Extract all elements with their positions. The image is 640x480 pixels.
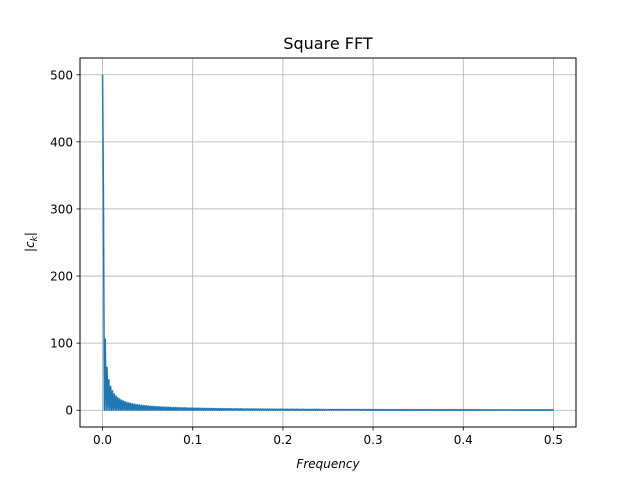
y-tick-label: 400: [50, 135, 73, 149]
series-layer: [101, 74, 554, 411]
y-tick-label: 100: [50, 337, 73, 351]
x-tick-label: 0.4: [454, 433, 473, 447]
y-axis-label-prefix: |: [23, 248, 37, 252]
x-tick-label: 0.0: [93, 433, 112, 447]
x-tick-label: 0.3: [364, 433, 383, 447]
series-line: [101, 74, 554, 411]
x-tick-label: 0.1: [183, 433, 202, 447]
x-tick-label: 0.2: [273, 433, 292, 447]
x-axis-ticks: 0.0 0.1 0.2 0.3 0.4 0.5: [93, 427, 563, 447]
y-tick-label: 0: [65, 404, 73, 418]
x-axis-label: Frequency: [296, 457, 360, 471]
y-tick-label: 200: [50, 270, 73, 284]
plot-area-background: [80, 58, 576, 427]
y-axis-label-sub: k: [30, 235, 40, 241]
plot-frame: [79, 57, 577, 428]
y-tick-label: 300: [50, 202, 73, 216]
x-tick-label: 0.5: [544, 433, 563, 447]
y-axis-label: |ck|: [23, 232, 40, 252]
chart-title: Square FFT: [283, 34, 373, 53]
y-axis-label-var: c: [23, 241, 37, 248]
y-axis-label-suffix: |: [23, 232, 37, 236]
y-axis-ticks: 0 100 200 300 400 500: [50, 68, 80, 418]
grid-lines: [80, 58, 576, 427]
y-tick-label: 500: [50, 68, 73, 82]
